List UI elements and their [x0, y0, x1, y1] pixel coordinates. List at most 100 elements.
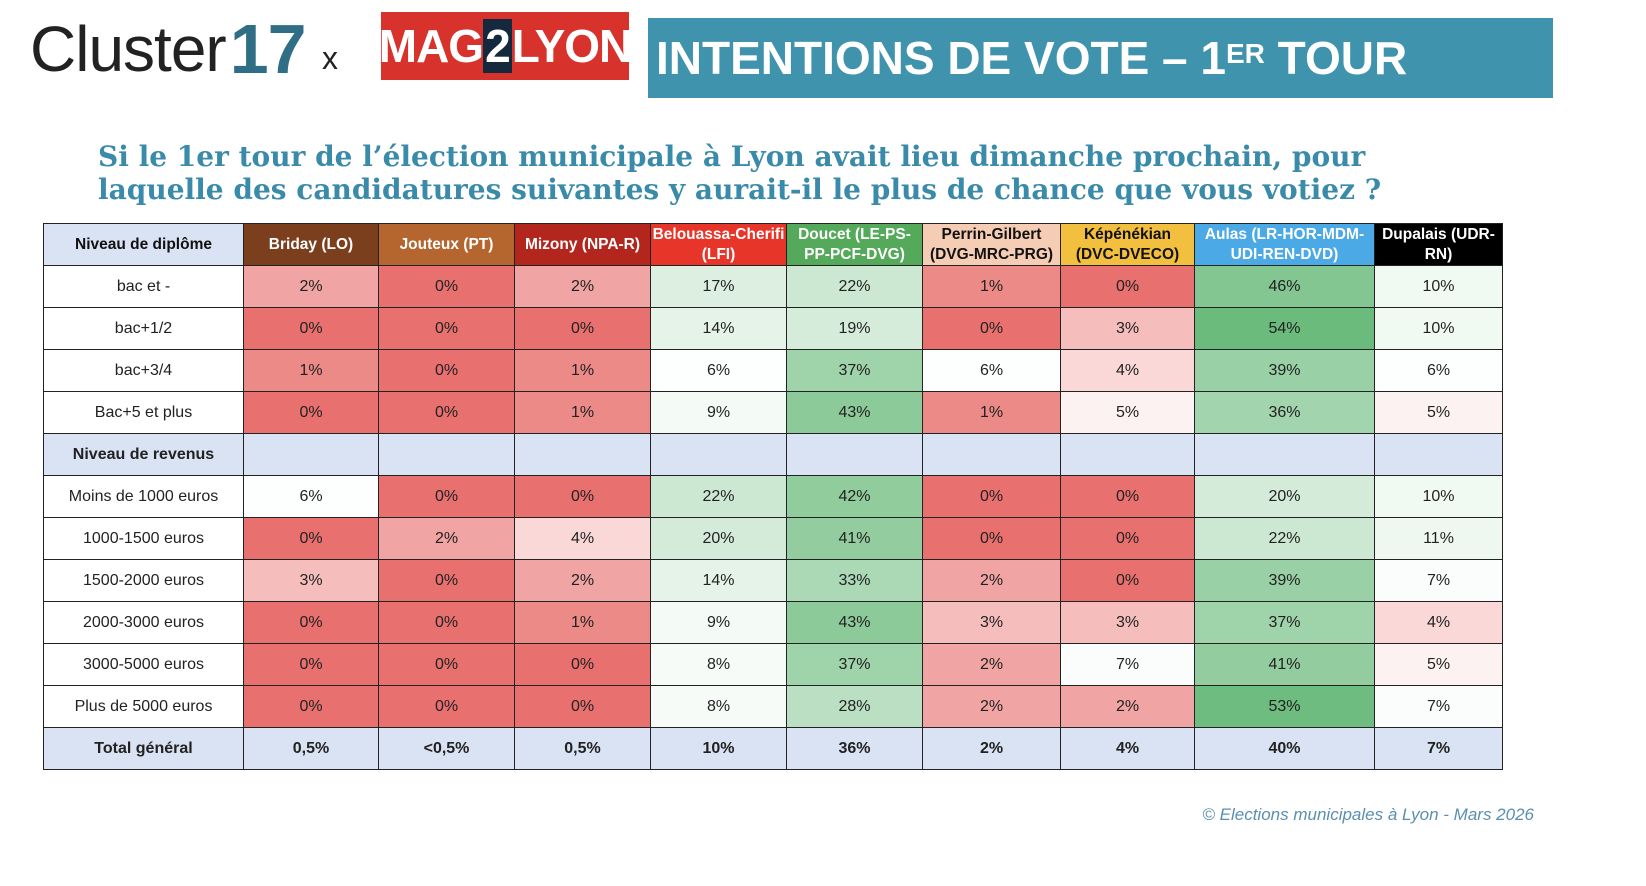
heatmap-cell: 0%	[243, 391, 379, 434]
heatmap-cell: 37%	[1194, 601, 1375, 644]
row-label: 1000-1500 euros	[43, 517, 244, 560]
heatmap-cell: 9%	[650, 601, 787, 644]
heatmap-cell: 37%	[786, 349, 923, 392]
row-label: bac+1/2	[43, 307, 244, 350]
heatmap-cell: 40%	[1194, 727, 1375, 770]
heatmap-cell: 1%	[514, 391, 651, 434]
heatmap-cell: 0%	[378, 349, 515, 392]
heatmap-cell: 43%	[786, 391, 923, 434]
heatmap-cell: 53%	[1194, 685, 1375, 728]
heatmap-cell: 2%	[514, 559, 651, 602]
heatmap-cell: 0%	[514, 475, 651, 518]
heatmap-cell: 0%	[514, 643, 651, 686]
heatmap-cell: 0%	[378, 643, 515, 686]
heatmap-cell: 1%	[922, 265, 1061, 308]
table-row: 3000-5000 euros 0% 0% 0% 8% 37% 2% 7% 41% 5%	[43, 643, 1503, 686]
heatmap-cell	[786, 433, 923, 476]
heatmap-cell: 0%	[1060, 517, 1195, 560]
heatmap-cell: 43%	[786, 601, 923, 644]
heatmap-cell: 0%	[1060, 559, 1195, 602]
cluster-logo-word: Cluster	[30, 13, 227, 85]
column-header-first: Niveau de diplôme	[43, 223, 244, 266]
row-label: bac et -	[43, 265, 244, 308]
row-label: Plus de 5000 euros	[43, 685, 244, 728]
column-header-candidate: Dupalais (UDR-RN)	[1374, 223, 1503, 266]
logo-separator: x	[322, 40, 338, 76]
heatmap-cell: 6%	[922, 349, 1061, 392]
heatmap-cell: 33%	[786, 559, 923, 602]
heatmap-cell: 10%	[1374, 265, 1503, 308]
heatmap-cell: 10%	[650, 727, 787, 770]
title-end: TOUR	[1264, 32, 1408, 84]
heatmap-cell: 7%	[1374, 727, 1503, 770]
heatmap-cell: 0%	[922, 517, 1061, 560]
row-label: 2000-3000 euros	[43, 601, 244, 644]
heatmap-cell: 7%	[1374, 685, 1503, 728]
heatmap-cell: 4%	[514, 517, 651, 560]
heatmap-cell: 0%	[378, 685, 515, 728]
heatmap-cell: 54%	[1194, 307, 1375, 350]
heatmap-cell	[650, 433, 787, 476]
heatmap-cell: 5%	[1374, 391, 1503, 434]
heatmap-cell: 28%	[786, 685, 923, 728]
heatmap-cell: 41%	[1194, 643, 1375, 686]
heatmap-cell: 0%	[243, 685, 379, 728]
heatmap-cell: 7%	[1374, 559, 1503, 602]
heatmap-cell: 2%	[243, 265, 379, 308]
table-row: 1500-2000 euros 3% 0% 2% 14% 33% 2% 0% 39% 7%	[43, 559, 1503, 602]
heatmap-cell: 41%	[786, 517, 923, 560]
heatmap-cell: 0%	[514, 685, 651, 728]
row-label: 1500-2000 euros	[43, 559, 244, 602]
mag-logo-part: 2	[483, 19, 512, 73]
heatmap-cell: 2%	[922, 685, 1061, 728]
heatmap-cell: 1%	[514, 349, 651, 392]
cluster-logo-number: 17	[229, 10, 307, 88]
column-header-candidate: Perrin-Gilbert (DVG-MRC-PRG)	[922, 223, 1061, 266]
row-label: bac+3/4	[43, 349, 244, 392]
title-main: INTENTIONS DE VOTE – 1	[656, 32, 1226, 84]
heatmap-cell: 2%	[514, 265, 651, 308]
heatmap-cell: 8%	[650, 685, 787, 728]
heatmap-cell: 9%	[650, 391, 787, 434]
heatmap-cell: 0%	[243, 643, 379, 686]
copyright-footer: © Elections municipales à Lyon - Mars 20…	[1202, 805, 1534, 824]
heatmap-cell: 0%	[378, 559, 515, 602]
mag-logo-part: MAG	[378, 20, 484, 72]
section-row: Niveau de revenus	[43, 433, 1503, 476]
heatmap-cell: 3%	[1060, 307, 1195, 350]
heatmap-cell: 6%	[650, 349, 787, 392]
heatmap-cell: 14%	[650, 559, 787, 602]
heatmap-cell: 0,5%	[243, 727, 379, 770]
heatmap-cell: 36%	[1194, 391, 1375, 434]
heatmap-cell: 0%	[243, 307, 379, 350]
heatmap-cell	[378, 433, 515, 476]
heatmap-cell: 0%	[1060, 475, 1195, 518]
title-banner: INTENTIONS DE VOTE – 1 ER TOUR	[648, 18, 1553, 98]
row-label: Niveau de revenus	[43, 433, 244, 476]
heatmap-cell: 46%	[1194, 265, 1375, 308]
heatmap-cell: 39%	[1194, 349, 1375, 392]
results-table: Niveau de diplôme Briday (LO) Jouteux (PT…	[43, 223, 1503, 770]
heatmap-cell	[1374, 433, 1503, 476]
heatmap-cell: 4%	[1374, 601, 1503, 644]
heatmap-cell: 14%	[650, 307, 787, 350]
heatmap-cell: 19%	[786, 307, 923, 350]
heatmap-cell	[1060, 433, 1195, 476]
column-header-candidate: Briday (LO)	[243, 223, 379, 266]
heatmap-cell: 10%	[1374, 307, 1503, 350]
heatmap-cell: 2%	[922, 643, 1061, 686]
heatmap-cell: 0%	[378, 391, 515, 434]
heatmap-cell: 6%	[1374, 349, 1503, 392]
column-header-candidate: Mizony (NPA-R)	[514, 223, 651, 266]
heatmap-cell: 0%	[378, 475, 515, 518]
heatmap-cell	[922, 433, 1061, 476]
heatmap-cell: 10%	[1374, 475, 1503, 518]
survey-question: Si le 1er tour de l’élection municipale …	[98, 140, 1382, 206]
table-row: 1000-1500 euros 0% 2% 4% 20% 41% 0% 0% 22% 11%	[43, 517, 1503, 560]
heatmap-cell: 3%	[1060, 601, 1195, 644]
heatmap-cell: 37%	[786, 643, 923, 686]
heatmap-cell: 22%	[650, 475, 787, 518]
heatmap-cell: 1%	[922, 391, 1061, 434]
heatmap-cell: 20%	[650, 517, 787, 560]
heatmap-cell: 0%	[514, 307, 651, 350]
